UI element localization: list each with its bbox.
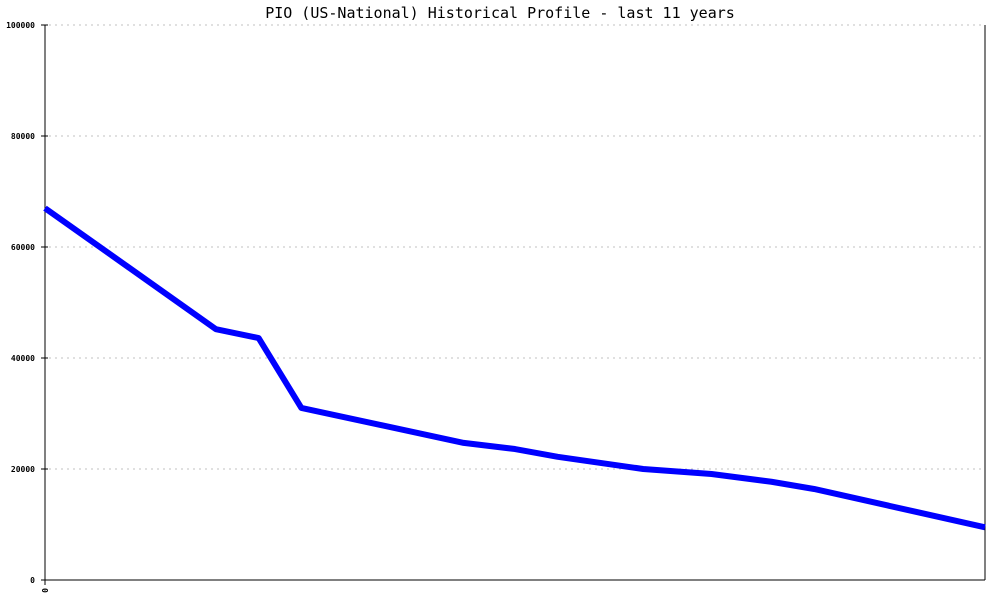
- y-tick-label: 0: [30, 576, 35, 585]
- series-line: [43, 205, 986, 531]
- y-tick-label: 80000: [11, 132, 35, 141]
- chart-title: PIO (US-National) Historical Profile - l…: [265, 4, 735, 22]
- y-tick-label: 40000: [11, 354, 35, 363]
- x-tick-label: 0: [41, 588, 50, 593]
- y-tick-label: 60000: [11, 243, 35, 252]
- y-tick-label: 20000: [11, 465, 35, 474]
- y-tick-label: 100000: [6, 21, 35, 30]
